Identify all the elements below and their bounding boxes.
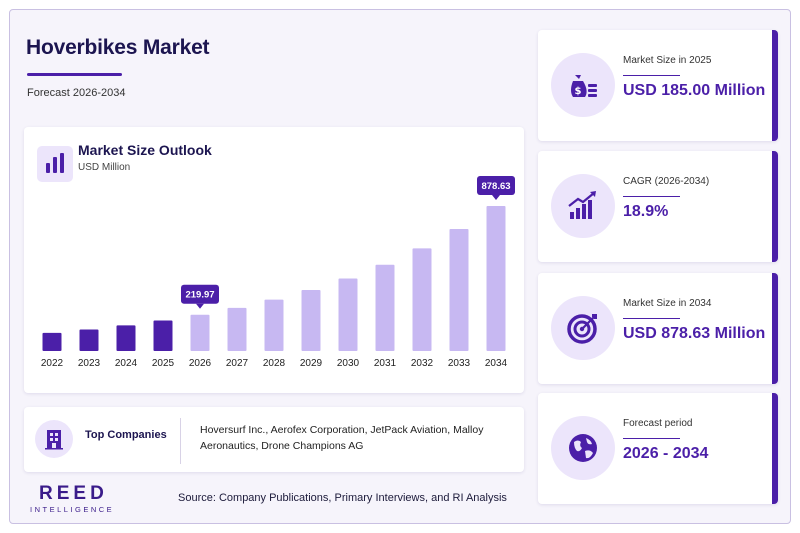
x-tick-2024: 2024 [115,358,138,369]
x-tick-2033: 2033 [448,358,471,369]
x-tick-2028: 2028 [263,358,286,369]
bar-chart-icon [37,146,73,182]
bar-2033 [449,229,469,351]
kpi-value: USD 878.63 Million [623,325,766,342]
x-tick-2029: 2029 [300,358,323,369]
svg-text:219.97: 219.97 [185,290,214,301]
kpi-card-cagr: CAGR (2026-2034) 18.9% [538,151,778,262]
x-tick-2031: 2031 [374,358,397,369]
kpi-value: 2026 - 2034 [623,445,709,462]
target-icon [551,296,615,360]
kpi-label: CAGR (2026-2034) [623,176,710,187]
bar-2032 [412,248,432,351]
page-title: Hoverbikes Market [26,36,210,59]
bar-2029 [301,289,321,351]
bar-2026 [190,314,210,351]
kpi-divider [623,318,680,319]
brand-logo: REED [39,483,108,504]
chart-unit-label: USD Million [78,162,131,173]
kpi-divider [623,196,680,197]
brand-logo-subtitle: INTELLIGENCE [30,505,115,514]
bar-2030 [338,278,358,351]
x-tick-2026: 2026 [189,358,212,369]
bar-2023 [79,329,99,351]
bar-2024 [116,325,136,351]
page-subtitle: Forecast 2026-2034 [27,87,126,99]
x-tick-2022: 2022 [41,358,64,369]
chart-card: Market Size Outlook USD Million 2022 2023… [24,127,524,393]
building-icon [35,420,73,458]
companies-divider [180,418,181,464]
data-label-2026: 219.97 [181,284,219,309]
kpi-card-forecast-period: Forecast period 2026 - 2034 [538,393,778,504]
top-companies-list: Hoversurf Inc., Aerofex Corporation, Jet… [200,424,484,452]
bar-2025 [153,320,173,351]
svg-text:$: $ [575,86,582,97]
chart-title: Market Size Outlook [78,142,212,158]
bar-2022 [42,332,62,351]
kpi-value: USD 185.00 Million [623,82,766,99]
bar-2027 [227,307,247,351]
kpi-label: Market Size in 2025 [623,55,712,66]
kpi-divider [623,75,680,76]
x-tick-2032: 2032 [411,358,434,369]
kpi-label: Market Size in 2034 [623,298,712,309]
bar-chart: 2022 2023 2024 2025 2026 2027 2028 2029 2030 2031… [41,176,515,369]
kpi-divider [623,438,680,439]
x-tick-2030: 2030 [337,358,360,369]
kpi-card-market-2034: Market Size in 2034 USD 878.63 Million [538,273,778,384]
x-tick-2027: 2027 [226,358,249,369]
kpi-value: 18.9% [623,203,669,220]
globe-icon [551,416,615,480]
kpi-card-market-2025: $ Market Size in 2025 USD 185.00 Million [538,30,778,141]
money-bag-icon: $ [551,53,615,117]
x-tick-2034: 2034 [485,358,508,369]
svg-text:878.63: 878.63 [481,181,510,192]
top-companies-card: Top Companies Hoversurf Inc., Aerofex Co… [24,407,524,472]
kpi-label: Forecast period [623,418,693,429]
bar-2034 [486,206,506,351]
source-note: Source: Company Publications, Primary In… [178,492,507,504]
bar-2028 [264,299,284,351]
growth-chart-icon [551,174,615,238]
data-label-2034: 878.63 [477,176,515,201]
x-tick-2023: 2023 [78,358,101,369]
top-companies-label: Top Companies [85,429,167,441]
bar-2031 [375,264,395,351]
x-tick-2025: 2025 [152,358,175,369]
title-underline [27,73,122,76]
